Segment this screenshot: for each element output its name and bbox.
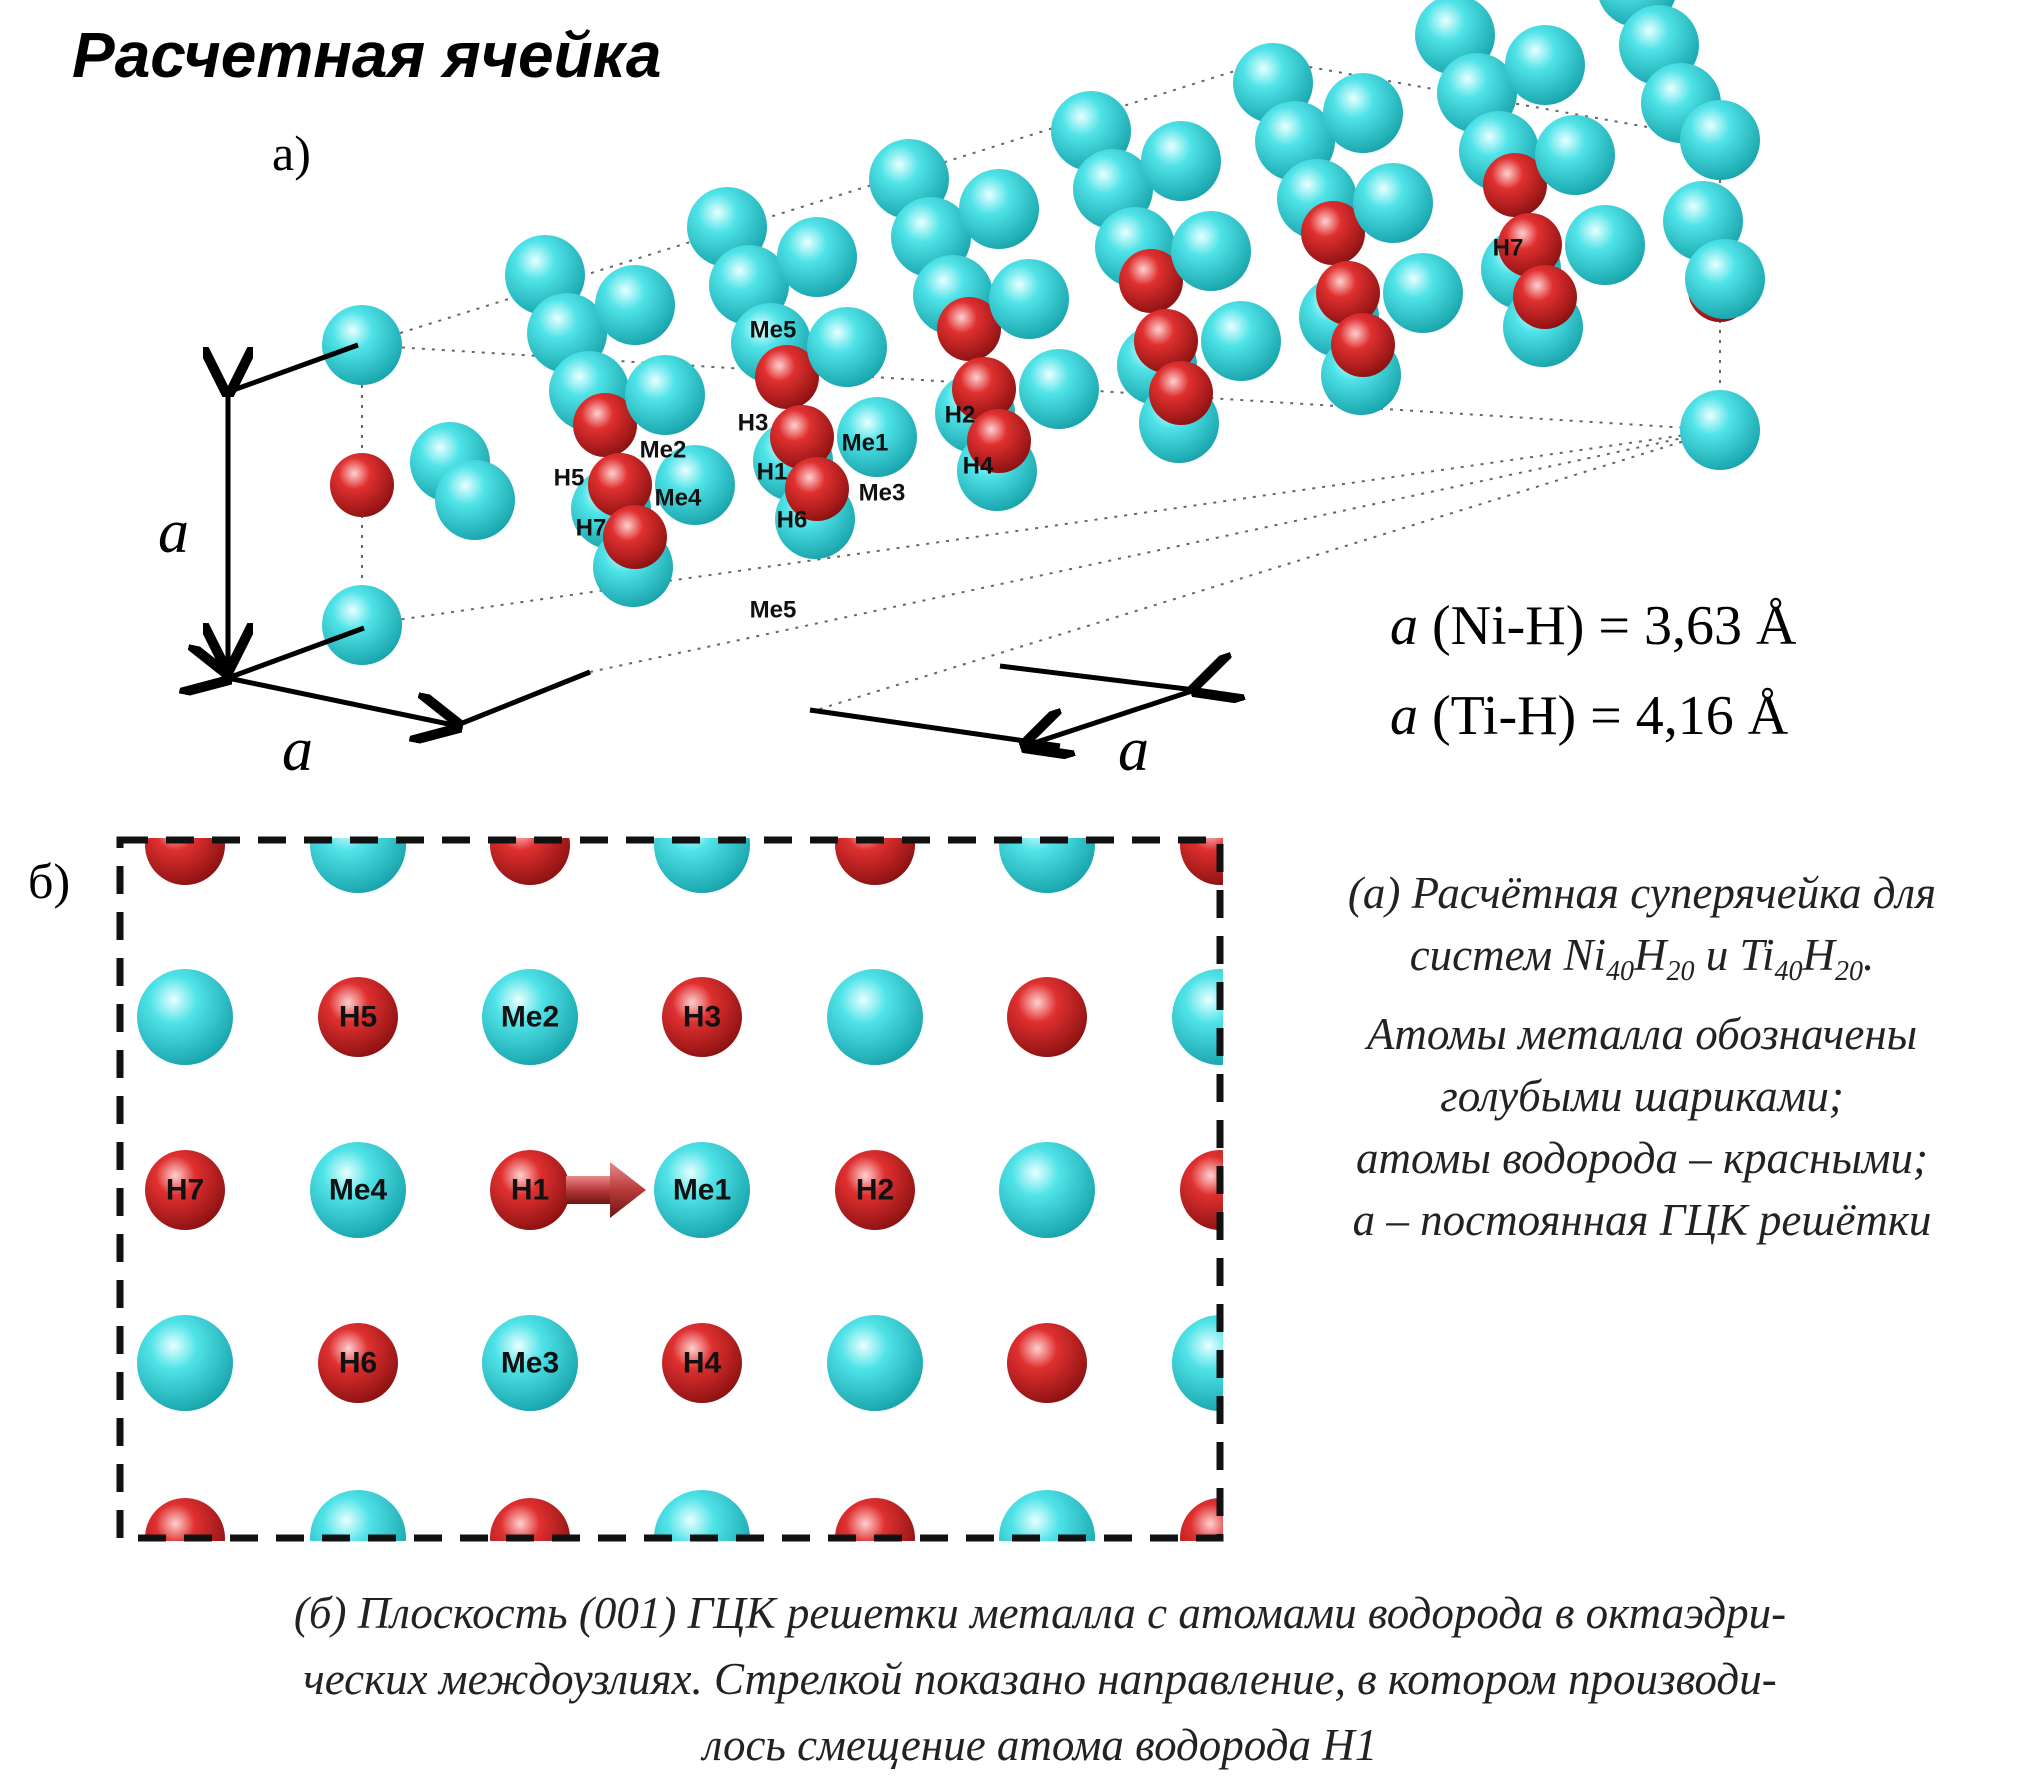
atom-label-3d: Me2: [640, 437, 687, 464]
metal-atom: [1171, 211, 1251, 291]
hydrogen-atom: [1513, 265, 1577, 329]
atom-label-2d: H6: [339, 1347, 377, 1380]
atom-label-2d: H1: [511, 1174, 549, 1207]
caption-b-line: (б) Плоскость (001) ГЦК решетки металла …: [120, 1580, 1960, 1646]
caption-a-line: a – постоянная ГЦК решётки: [1262, 1189, 2022, 1251]
caption-panel-b: (б) Плоскость (001) ГЦК решетки металла …: [120, 1580, 1960, 1778]
metal-atom: [777, 217, 857, 297]
metal-atom: [1565, 205, 1645, 285]
atom-label-2d: H2: [856, 1174, 894, 1207]
atom-label-3d: H6: [777, 507, 808, 534]
atom-label-2d: Me3: [501, 1347, 559, 1380]
hydrogen-atom: [1007, 1323, 1087, 1403]
metal-atom: [435, 460, 515, 540]
atom-label-3d: H7: [1493, 235, 1524, 262]
caption-a-line: голубыми шариками;: [1262, 1065, 2022, 1127]
lattice-constant-ni: a (Ni-H) = 3,63 Å: [1390, 594, 1796, 658]
caption-panel-a: (а) Расчётная суперячейка для систем Ni4…: [1262, 862, 2022, 1251]
metal-atom: [959, 169, 1039, 249]
lattice-constant-ti: a (Ti-H) = 4,16 Å: [1390, 684, 1788, 748]
metal-atom: [137, 969, 233, 1065]
hydrogen-atom: [330, 453, 394, 517]
frame-clip-top: [100, 790, 1230, 838]
metal-atom: [1323, 73, 1403, 153]
atom-label-3d: H2: [945, 402, 976, 429]
caption-a-line: атомы водорода – красными;: [1262, 1127, 2022, 1189]
metal-atom: [1353, 163, 1433, 243]
metal-atom: [1141, 121, 1221, 201]
atom-label-2d: Me2: [501, 1001, 559, 1034]
metal-atom: [827, 1315, 923, 1411]
axis-label-right: a: [1118, 716, 1149, 784]
metal-atom: [1680, 390, 1760, 470]
atom-label-3d: H4: [963, 453, 994, 480]
metal-atom: [137, 1315, 233, 1411]
atom-label-3d: Me5: [750, 597, 797, 624]
caption-a-line: систем Ni40H20 и Ti40H20.: [1262, 924, 2022, 1003]
caption-a-line: Атомы металла обозначены: [1262, 1003, 2022, 1065]
metal-atom: [999, 1142, 1095, 1238]
axis-label-vertical: a: [158, 498, 189, 566]
hydrogen-atom: [1331, 313, 1395, 377]
metal-atom: [1019, 349, 1099, 429]
metal-atom: [1201, 301, 1281, 381]
constant-symbol: a: [1390, 595, 1418, 657]
atom-label-2d: Me1: [673, 1174, 731, 1207]
metal-atom: [322, 585, 402, 665]
metal-atom: [1383, 253, 1463, 333]
caption-a-line: (а) Расчётная суперячейка для: [1262, 862, 2022, 924]
atom-label-3d: Me3: [859, 480, 906, 507]
hydrogen-atom: [603, 505, 667, 569]
hydrogen-atom: [1149, 361, 1213, 425]
metal-atom: [595, 265, 675, 345]
atom-label-2d: H7: [166, 1174, 204, 1207]
caption-b-line: лось смещение атома водорода H1: [120, 1712, 1960, 1778]
atom-label-2d: Me4: [329, 1174, 388, 1207]
constant-value: (Ni-H) = 3,63 Å: [1418, 595, 1796, 657]
atom-label-3d: Me4: [655, 485, 702, 512]
metal-atom: [322, 305, 402, 385]
panel-a-label: а): [272, 124, 311, 182]
atom-label-3d: H3: [738, 410, 769, 437]
plane-001-panel: H5 Me2 H3 H7 Me4 H1 Me1 H2 H6 Me3 H4: [100, 790, 1283, 1591]
metal-atom: [807, 307, 887, 387]
axis-label-left: a: [282, 716, 313, 784]
supercell-3d: Me5 H3 Me1 H2 H4 Me2 H5 Me4 H1 Me3 H7 H6 Me5 H7 a a a: [158, 0, 1765, 784]
atom-label-3d: Me5: [750, 317, 797, 344]
constant-value: (Ti-H) = 4,16 Å: [1418, 685, 1788, 747]
atom-label-3d: H5: [554, 465, 585, 492]
metal-atom: [625, 355, 705, 435]
metal-atom: [989, 259, 1069, 339]
constant-symbol: a: [1390, 685, 1418, 747]
metal-atom: [1685, 239, 1765, 319]
atom-label-2d: H3: [683, 1001, 721, 1034]
atom-label-2d: H5: [339, 1001, 377, 1034]
hydrogen-atom: [1007, 977, 1087, 1057]
metal-atom: [1505, 25, 1585, 105]
displacement-arrow: [566, 1162, 646, 1218]
caption-b-line: ческих междоузлиях. Стрелкой показано на…: [120, 1646, 1960, 1712]
atom-label-3d: H7: [576, 515, 607, 542]
atom-label-2d: H4: [683, 1347, 722, 1380]
panel-b-label: б): [28, 852, 70, 910]
atom-label-3d: H1: [757, 459, 788, 486]
metal-atom: [827, 969, 923, 1065]
metal-atom: [1680, 100, 1760, 180]
metal-atom: [1535, 115, 1615, 195]
atom-label-3d: Me1: [842, 430, 889, 457]
